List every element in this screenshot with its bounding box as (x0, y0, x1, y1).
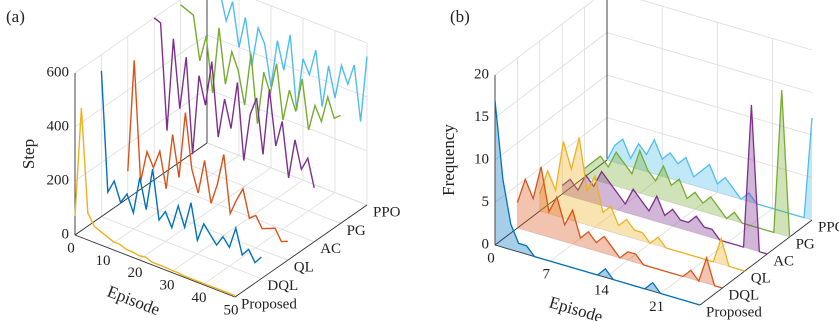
depth-axis (234, 204, 368, 298)
x-tick-label: 21 (649, 299, 664, 315)
series-line (584, 90, 791, 238)
grid-line (202, 192, 336, 285)
series-line (606, 117, 813, 219)
grid-line (639, 0, 813, 51)
grid-line (549, 175, 663, 262)
grid-line (74, 34, 208, 128)
grid-line (494, 32, 608, 118)
depth-tick-label: AC (320, 241, 341, 257)
grid-line (138, 167, 272, 261)
depth-tick-label: DQL (728, 287, 759, 303)
z-tick-label: 0 (482, 236, 490, 252)
x-tick-label: 10 (96, 253, 111, 269)
depth-tick-label: PG (796, 236, 815, 252)
depth-tick-label: Proposed (706, 304, 762, 320)
series-line (100, 70, 262, 264)
panel-label: (b) (450, 7, 470, 26)
depth-grid-line (101, 216, 262, 279)
x-tick-label: 0 (487, 250, 495, 266)
panel-label: (a) (6, 7, 25, 26)
depth-grid-line (154, 179, 315, 243)
series-line (539, 137, 745, 272)
x-tick-label: 30 (160, 278, 175, 294)
depth-tick-label: DQL (267, 278, 298, 294)
z-tick-label: 5 (482, 194, 490, 210)
grid-line (494, 0, 595, 76)
grid-line (605, 191, 718, 278)
z-tick-label: 0 (62, 226, 70, 242)
grid-line (206, 34, 368, 98)
grid-line (206, 88, 368, 152)
x-axis-label: Episode (105, 282, 163, 320)
series-area (607, 118, 812, 220)
left-floor-edge (74, 142, 208, 236)
depth-grid-line (206, 142, 368, 206)
series-area (562, 104, 768, 254)
series-line (220, 0, 368, 122)
grid-line (494, 74, 608, 161)
x-tick-label: 14 (594, 283, 610, 299)
series-area (517, 166, 723, 288)
series-line (180, 4, 341, 131)
grid-line (606, 74, 813, 136)
x-tick-label: 50 (224, 302, 239, 318)
series-line (153, 17, 315, 188)
depth-tick-label: AC (773, 253, 794, 269)
depth-tick-label: Proposed (241, 296, 297, 312)
series-line (74, 107, 236, 297)
x-axis (74, 234, 236, 298)
grid-line (170, 179, 304, 273)
grid-line (106, 155, 240, 248)
x-tick-label: 7 (542, 267, 550, 283)
y-axis-label: Step (19, 139, 38, 169)
z-tick-label: 200 (47, 172, 70, 188)
grid-line (74, 88, 208, 182)
x-tick-label: 40 (192, 290, 207, 306)
z-tick-label: 15 (474, 109, 489, 125)
series-line (127, 60, 288, 243)
depth-tick-label: QL (294, 260, 314, 276)
depth-grid-line (180, 161, 341, 224)
grid-line (494, 117, 608, 203)
series-line (494, 100, 701, 306)
depth-axis (699, 219, 813, 306)
depth-tick-label: PPO (818, 219, 839, 235)
depth-tick-label: PPO (373, 204, 401, 220)
x-tick-label: 0 (67, 240, 75, 256)
z-tick-label: 10 (474, 151, 489, 167)
grid-line (254, 0, 368, 44)
z-tick-label: 20 (474, 66, 489, 82)
z-tick-label: 600 (47, 64, 70, 80)
z-tick-label: 400 (47, 118, 70, 134)
series-line (516, 166, 723, 289)
grid-line (606, 32, 813, 93)
depth-tick-label: QL (751, 270, 771, 286)
grid-line (74, 0, 181, 74)
x-tick-label: 20 (128, 265, 143, 281)
y-axis-label: Frequency (439, 124, 458, 196)
depth-tick-label: PG (347, 223, 366, 239)
series-area (539, 137, 745, 271)
